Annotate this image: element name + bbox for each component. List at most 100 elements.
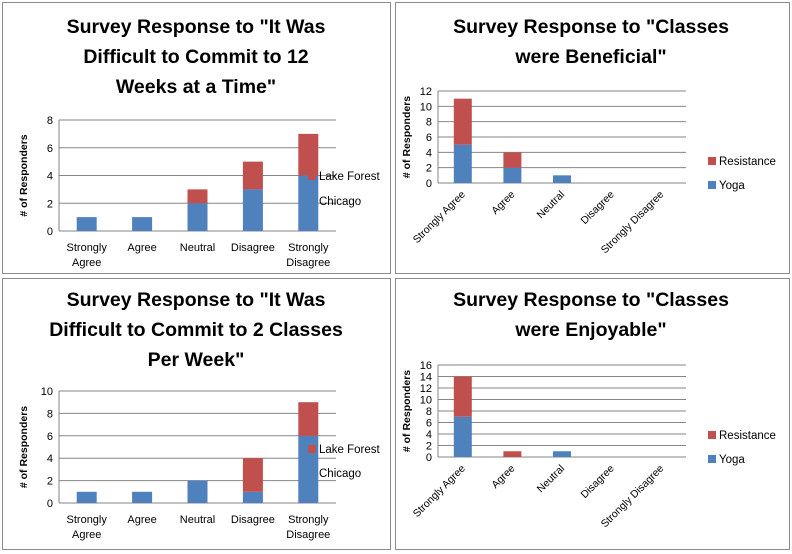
x-tick-label: Agree (489, 189, 517, 217)
bar-chicago (76, 491, 97, 503)
bar-resistance (453, 376, 472, 417)
chart-title-line: were Enjoyable" (514, 319, 666, 341)
y-tick-label: 2 (426, 441, 432, 453)
chart-classes-enjoyable: Survey Response to "Classes were Enjoyabl… (401, 289, 776, 530)
x-tick-label: Disagree (286, 257, 330, 269)
chart-panel-commit-2-classes: Survey Response to "It Was Difficult to C… (2, 278, 391, 550)
y-tick-label: 8 (47, 115, 53, 127)
y-axis-label: # of Responders (401, 370, 413, 452)
legend-label: Resistance (719, 156, 776, 168)
y-tick-label: 2 (47, 476, 53, 488)
y-tick-label: 0 (426, 452, 432, 464)
y-tick-label: 4 (426, 429, 432, 441)
chart-title-line: Difficult to Commit to 12 (83, 46, 308, 68)
chart-panel-commit-12-weeks: Survey Response to "It Was Difficult to C… (2, 2, 391, 274)
bar-lake-forest (298, 402, 319, 436)
x-tick-label: Disagree (579, 189, 617, 227)
bar-yoga (553, 175, 571, 183)
chart-commit-2-classes: Survey Response to "It Was Difficult to C… (18, 289, 381, 541)
bar-resistance (453, 98, 472, 145)
bar-lake-forest (298, 133, 319, 176)
y-tick-label: 8 (426, 406, 432, 418)
x-tick-label: Disagree (286, 529, 330, 541)
x-tick-label: Agree (127, 242, 156, 254)
x-tick-label: Strongly (67, 242, 108, 254)
y-tick-label: 8 (47, 408, 53, 420)
bar-lake-forest (242, 161, 263, 190)
bar-chicago (132, 491, 153, 503)
x-tick-label: Neutral (535, 463, 567, 495)
y-tick-label: 6 (47, 143, 53, 155)
legend-swatch (708, 181, 716, 189)
y-axis-label: # of Responders (18, 134, 30, 216)
bar-resistance (503, 451, 522, 457)
y-tick-label: 4 (47, 453, 53, 465)
x-tick-label: Agree (72, 257, 101, 269)
y-tick-label: 12 (420, 383, 432, 395)
x-tick-label: Agree (127, 514, 156, 526)
chart-title-line: Survey Response to "Classes (453, 16, 729, 38)
bar-lake-forest (242, 458, 263, 492)
bar-lake-forest (187, 189, 208, 204)
y-tick-label: 0 (47, 498, 53, 510)
bar-chicago (187, 203, 208, 231)
x-tick-label: Agree (489, 463, 517, 491)
legend-swatch (308, 469, 316, 477)
legend-label: Chicago (319, 468, 361, 480)
legend-label: Lake Forest (319, 444, 381, 456)
y-tick-label: 10 (420, 395, 432, 407)
y-tick-label: 12 (420, 86, 432, 98)
legend-swatch (708, 157, 716, 165)
bar-chicago (242, 189, 263, 231)
y-tick-label: 10 (41, 386, 53, 398)
y-tick-label: 0 (426, 178, 432, 190)
chart-title-line: Survey Response to "It Was (67, 289, 326, 311)
x-tick-label: Neutral (535, 189, 567, 221)
legend-label: Yoga (719, 454, 745, 466)
legend-swatch (308, 172, 316, 180)
bar-yoga (503, 167, 522, 183)
y-tick-label: 16 (420, 360, 432, 372)
chart-title-line: Per Week" (148, 349, 245, 371)
legend-swatch (308, 197, 316, 205)
chart-commit-12-weeks: Survey Response to "It Was Difficult to C… (18, 16, 381, 269)
x-tick-label: Strongly (288, 242, 329, 254)
bar-resistance (503, 152, 522, 168)
bar-yoga (553, 451, 571, 457)
y-tick-label: 2 (47, 198, 53, 210)
x-tick-label: Disagree (231, 514, 275, 526)
chart-title-line: Survey Response to "It Was (67, 16, 326, 38)
legend-label: Chicago (319, 196, 361, 208)
x-tick-label: Disagree (579, 463, 617, 501)
x-tick-label: Disagree (231, 242, 275, 254)
y-tick-label: 6 (426, 418, 432, 430)
x-tick-label: Strongly Agree (411, 189, 468, 246)
legend-label: Lake Forest (319, 171, 381, 183)
y-tick-label: 10 (420, 101, 432, 113)
bar-chicago (187, 480, 208, 503)
y-tick-label: 4 (426, 147, 432, 159)
y-tick-label: 14 (420, 372, 432, 384)
x-tick-label: Strongly (67, 514, 108, 526)
chart-classes-beneficial: Survey Response to "Classes were Benefici… (401, 16, 776, 256)
bar-chicago (132, 217, 153, 231)
bar-yoga (453, 144, 472, 183)
x-tick-label: Strongly Agree (411, 463, 468, 520)
y-axis-label: # of Responders (401, 96, 413, 178)
legend-swatch (708, 431, 716, 439)
y-axis-label: # of Responders (18, 406, 30, 488)
chart-title-line: Survey Response to "Classes (453, 289, 729, 311)
chart-panel-classes-enjoyable: Survey Response to "Classes were Enjoyabl… (395, 278, 790, 550)
bar-yoga (453, 416, 472, 457)
chart-panel-classes-beneficial: Survey Response to "Classes were Benefici… (395, 2, 790, 274)
y-tick-label: 0 (47, 226, 53, 238)
chart-title-line: Difficult to Commit to 2 Classes (49, 319, 343, 341)
bar-chicago (76, 217, 97, 231)
y-tick-label: 6 (47, 431, 53, 443)
y-tick-label: 6 (426, 132, 432, 144)
legend-label: Yoga (719, 180, 745, 192)
chart-title-line: Weeks at a Time" (116, 76, 276, 98)
legend-swatch (308, 445, 316, 453)
legend-swatch (708, 455, 716, 463)
